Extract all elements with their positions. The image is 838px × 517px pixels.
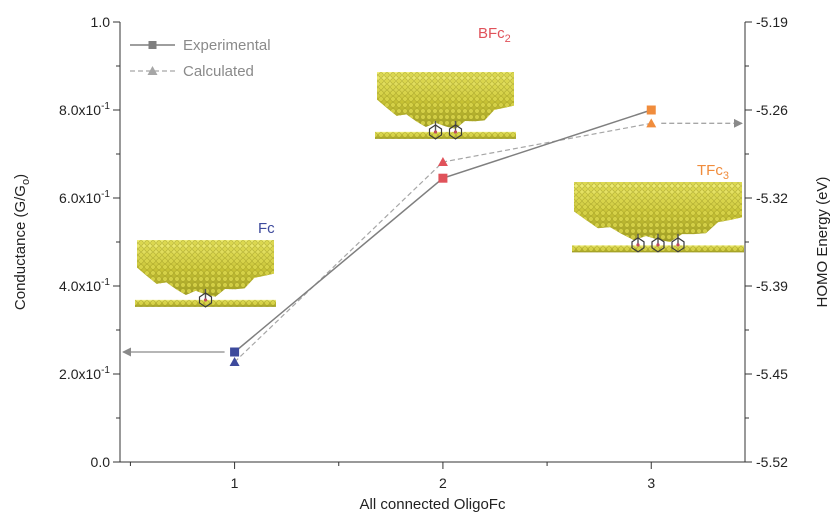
x-tick-label: 2 [439, 475, 447, 491]
x-tick-label: 3 [647, 475, 655, 491]
point-experimental [438, 173, 448, 183]
substrate-atoms [135, 299, 276, 307]
point-experimental [646, 105, 656, 115]
substrate-atoms [572, 245, 744, 253]
y2-tick-label: -5.19 [756, 14, 788, 30]
legend-marker-experimental [148, 41, 157, 49]
x-axis-title: All connected OligoFc [360, 496, 506, 513]
molecule-label: TFc3 [697, 162, 729, 182]
y2-axis-title: HOMO Energy (eV) [814, 177, 831, 308]
y2-tick-label: -5.39 [756, 278, 788, 294]
point-calculated [437, 157, 448, 166]
point-calculated [229, 357, 240, 366]
molecule-label: BFc2 [478, 25, 511, 45]
iron-atom [656, 243, 660, 247]
y-axis-title: Conductance (G/Go) [12, 174, 32, 310]
tip-atoms [574, 182, 742, 242]
junction-bfc2 [375, 72, 516, 140]
ferrocene-ring [671, 237, 685, 253]
series-line-experimental [234, 109, 652, 353]
substrate-atoms [375, 131, 516, 139]
point-calculated [646, 118, 657, 128]
iron-atom [433, 130, 438, 134]
iron-atom [636, 243, 640, 247]
y-tick-label: 1.0 [91, 14, 111, 30]
ferrocene-ring [448, 124, 463, 140]
homo-arrows [122, 118, 743, 357]
y-tick-label: 0.0 [91, 454, 111, 470]
molecule-label: Fc [258, 220, 275, 237]
iron-atom [453, 130, 458, 134]
molecule-illustrations [135, 72, 744, 308]
legend: Experimental Calculated [130, 37, 271, 80]
tip-atoms [137, 240, 274, 297]
iron-atom [676, 243, 680, 247]
y-tick-label: 2.0x10-1 [59, 365, 110, 382]
iron-atom [203, 298, 208, 302]
legend-marker-calculated [147, 66, 158, 75]
ferrocene-ring [631, 237, 645, 253]
y-tick-label: 8.0x10-1 [59, 101, 110, 118]
y2-tick-label: -5.32 [756, 190, 788, 206]
ferrocene-ring [651, 237, 665, 253]
ferrocene-ring [428, 124, 443, 140]
junction-fc [135, 240, 276, 308]
legend-label-experimental: Experimental [183, 37, 271, 54]
series-layer [229, 105, 657, 366]
y2-tick-label: -5.45 [756, 366, 788, 382]
point-experimental [230, 347, 240, 357]
junction-tfc3 [572, 182, 744, 253]
y2-tick-label: -5.52 [756, 454, 788, 470]
y2-tick-label: -5.26 [756, 102, 788, 118]
x-tick-label: 1 [231, 475, 239, 491]
annotation-layer: Fc BFc2 TFc3 [258, 25, 729, 237]
axes: 0.0 2.0x10-1 4.0x10-1 6.0x10-1 8.0x10-1 1.0 -5… [12, 14, 831, 513]
legend-label-calculated: Calculated [183, 63, 254, 80]
y-tick-label: 6.0x10-1 [59, 189, 110, 206]
ferrocene-ring [198, 292, 213, 308]
tip-atoms [377, 72, 514, 129]
y-tick-label: 4.0x10-1 [59, 277, 110, 294]
